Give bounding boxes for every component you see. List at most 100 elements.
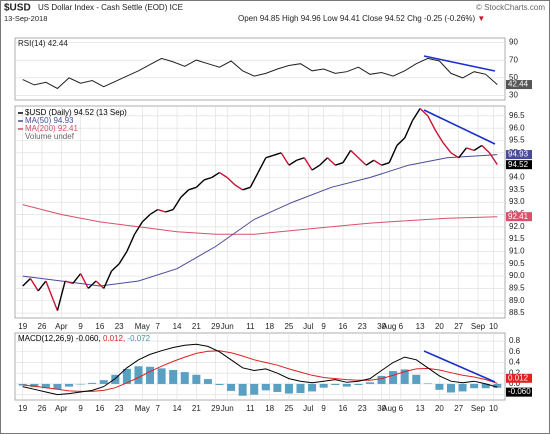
- x-tick-label: 9: [321, 322, 326, 331]
- x-tick-label: 29: [211, 322, 220, 331]
- x-tick-label: 9: [78, 322, 83, 331]
- quote: Open 94.85 High 94.96 Low 94.41 Close 94…: [238, 14, 485, 23]
- price-segment: [87, 280, 97, 289]
- value-tag: [506, 160, 532, 170]
- price-segment: [249, 172, 259, 188]
- value-tag: [506, 80, 532, 90]
- histogram-bar: [76, 383, 85, 385]
- price-segment: [319, 157, 329, 166]
- histogram-bar: [261, 383, 270, 391]
- price-segment: [29, 278, 39, 292]
- price-segment: [110, 263, 120, 272]
- histogram-bar: [331, 383, 340, 385]
- price-segment: [388, 145, 398, 163]
- price-segment: [458, 147, 467, 159]
- value-tag-label: 0.012: [508, 373, 529, 382]
- y-tick-label: 94.0: [509, 173, 525, 182]
- x-tick-label: 6: [399, 322, 404, 331]
- rsi-panel: [14, 37, 506, 101]
- histogram-bar: [203, 379, 212, 384]
- x-tick-label: 7: [156, 404, 161, 413]
- histogram-bar: [250, 383, 259, 395]
- y-tick-label: 90: [509, 38, 518, 47]
- macd-panel: [14, 332, 506, 401]
- histogram-bar: [446, 383, 455, 393]
- price-segment: [22, 278, 31, 287]
- price-segment: [273, 152, 282, 156]
- x-tick-label: 23: [358, 404, 367, 413]
- x-tick-label: 25: [284, 322, 293, 331]
- y-tick-label: 96.0: [509, 123, 525, 132]
- series-line: [22, 57, 498, 90]
- x-tick-label: 11: [246, 322, 255, 331]
- price-segment: [327, 157, 336, 166]
- price-segment: [134, 221, 143, 235]
- x-tick-label: 29: [211, 404, 220, 413]
- histogram-bar: [400, 369, 409, 384]
- x-tick-label: Jul: [303, 322, 313, 331]
- x-tick-label: 16: [95, 322, 104, 331]
- histogram-bar: [365, 382, 374, 384]
- price-panel: [14, 105, 506, 319]
- x-tick-label: 19: [18, 322, 27, 331]
- close: Close 94.52: [362, 14, 405, 23]
- histogram-bar: [157, 368, 166, 384]
- histogram-bar: [99, 380, 108, 384]
- value-tag-label: 42.44: [508, 80, 529, 89]
- x-tick-label: May: [135, 322, 150, 331]
- y-tick-label: 90.5: [509, 259, 525, 268]
- y-tick-label: 93.5: [509, 185, 525, 194]
- price-trendline: [423, 109, 496, 145]
- price-segment: [172, 196, 182, 210]
- value-tag: [506, 387, 532, 397]
- panel-title: RSI(14) 42.44: [18, 39, 68, 48]
- price-segment: [103, 270, 113, 289]
- x-tick-label: 6: [399, 404, 404, 413]
- y-tick-label: 89.0: [509, 296, 525, 305]
- price-segment: [203, 176, 212, 181]
- price-segment: [311, 164, 321, 171]
- histogram-bar: [134, 366, 143, 384]
- y-tick-label: 0.0: [509, 379, 521, 388]
- price-segment: [242, 186, 251, 191]
- price-segment: [64, 280, 74, 285]
- price-segment: [157, 208, 166, 213]
- price-segment: [265, 154, 274, 159]
- histogram-bar: [481, 383, 490, 389]
- legend-label: MA(200) 92.41: [25, 124, 78, 133]
- price-segment: [52, 300, 59, 311]
- x-tick-label: 30: [377, 322, 386, 331]
- histogram-bar: [423, 383, 432, 384]
- histogram-bar: [111, 374, 120, 384]
- histogram-bar: [389, 371, 398, 384]
- x-tick-label: 27: [454, 322, 463, 331]
- price-segment: [149, 208, 159, 216]
- price-segment: [411, 108, 421, 122]
- x-tick-label: 27: [454, 404, 463, 413]
- price-segment: [365, 159, 375, 166]
- y-tick-label: 91.5: [509, 234, 525, 243]
- histogram-bar: [180, 372, 189, 384]
- x-tick-label: 21: [192, 322, 201, 331]
- price-segment: [37, 280, 47, 292]
- price-segment: [195, 179, 205, 188]
- price-segment: [219, 171, 228, 179]
- price-segment: [303, 157, 313, 171]
- histogram-bar: [18, 383, 27, 386]
- price-segment: [118, 251, 128, 265]
- histogram-bar: [319, 383, 328, 388]
- histogram-bar: [192, 374, 201, 384]
- histogram-bar: [354, 383, 363, 385]
- price-segment: [357, 157, 367, 166]
- macd-legend: MACD(12,26,9) -0.060, 0.012, -0.072: [18, 334, 151, 343]
- price-segment: [211, 171, 220, 179]
- x-tick-label: Jul: [303, 404, 313, 413]
- histogram-bar: [470, 383, 479, 389]
- histogram-bar: [53, 383, 62, 390]
- legend-label: -0.072: [127, 334, 150, 343]
- price-segment: [473, 144, 483, 151]
- price-segment: [45, 280, 55, 301]
- histogram-bar: [30, 383, 39, 388]
- x-tick-label: Aug: [382, 404, 396, 413]
